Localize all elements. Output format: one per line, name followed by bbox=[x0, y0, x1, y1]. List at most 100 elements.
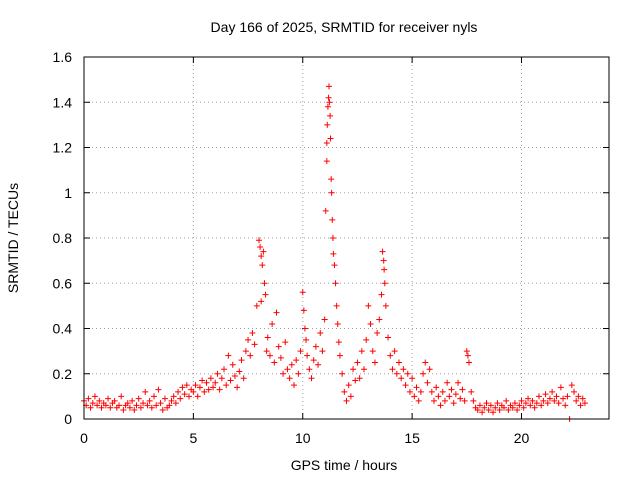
data-point bbox=[251, 341, 258, 348]
data-point bbox=[166, 402, 173, 409]
data-point bbox=[470, 397, 477, 404]
data-point bbox=[129, 397, 136, 404]
data-point bbox=[485, 406, 492, 413]
data-point bbox=[216, 386, 223, 393]
data-point bbox=[142, 388, 149, 395]
data-point bbox=[514, 406, 521, 413]
data-point bbox=[257, 244, 264, 251]
data-point bbox=[511, 400, 518, 407]
data-point bbox=[345, 382, 352, 389]
data-point bbox=[331, 262, 338, 269]
data-point bbox=[496, 406, 503, 413]
data-point bbox=[199, 377, 206, 384]
data-point bbox=[310, 357, 317, 364]
data-point bbox=[343, 397, 350, 404]
data-point bbox=[118, 393, 125, 400]
y-tick-label: 1 bbox=[64, 185, 72, 201]
data-point bbox=[303, 336, 310, 343]
data-point bbox=[304, 352, 311, 359]
data-point bbox=[126, 404, 133, 411]
data-point bbox=[96, 397, 103, 404]
y-tick-label: 0.8 bbox=[53, 230, 73, 246]
data-point bbox=[229, 361, 236, 368]
data-point bbox=[328, 189, 335, 196]
data-point bbox=[369, 348, 376, 355]
data-point bbox=[420, 370, 427, 377]
data-point bbox=[387, 352, 394, 359]
y-tick-label: 0.6 bbox=[53, 275, 73, 291]
data-point bbox=[466, 359, 472, 366]
data-point bbox=[181, 391, 188, 398]
data-point bbox=[327, 112, 334, 119]
x-tick-label: 15 bbox=[404, 430, 420, 446]
y-tick-label: 1.6 bbox=[53, 49, 73, 65]
data-point bbox=[334, 320, 341, 327]
data-point bbox=[564, 393, 571, 400]
data-point bbox=[140, 400, 147, 407]
data-point bbox=[365, 302, 372, 309]
x-axis-label: GPS time / hours bbox=[291, 457, 398, 473]
data-point bbox=[175, 388, 182, 395]
data-point bbox=[450, 400, 457, 407]
data-point bbox=[269, 320, 276, 327]
data-point bbox=[551, 397, 558, 404]
data-point bbox=[376, 316, 383, 323]
data-point bbox=[146, 397, 153, 404]
data-point bbox=[400, 366, 407, 373]
data-point bbox=[518, 397, 525, 404]
data-point bbox=[256, 237, 262, 244]
data-point bbox=[120, 406, 127, 413]
data-point bbox=[422, 359, 429, 366]
data-point bbox=[378, 291, 385, 298]
data-point bbox=[231, 373, 238, 380]
data-point bbox=[356, 375, 363, 382]
data-point bbox=[300, 307, 307, 314]
data-point bbox=[324, 121, 331, 128]
data-point bbox=[260, 248, 267, 255]
data-point bbox=[335, 339, 342, 346]
data-point bbox=[271, 359, 278, 366]
data-point bbox=[295, 370, 302, 377]
data-point bbox=[245, 336, 252, 343]
data-point bbox=[131, 406, 138, 413]
data-point bbox=[328, 176, 335, 183]
data-point bbox=[172, 400, 179, 407]
data-point bbox=[321, 316, 328, 323]
data-point bbox=[327, 135, 334, 142]
data-point bbox=[402, 382, 409, 389]
data-point bbox=[367, 320, 374, 327]
data-point bbox=[542, 391, 549, 398]
data-point bbox=[258, 298, 265, 305]
data-point bbox=[227, 377, 234, 384]
data-point bbox=[201, 388, 208, 395]
data-point bbox=[555, 400, 562, 407]
data-point bbox=[148, 404, 155, 411]
y-tick-label: 1.2 bbox=[53, 140, 73, 156]
data-point bbox=[354, 359, 361, 366]
data-point bbox=[135, 395, 142, 402]
data-point bbox=[284, 366, 291, 373]
data-point bbox=[352, 377, 359, 384]
data-point bbox=[380, 257, 387, 264]
data-point bbox=[105, 395, 112, 402]
x-tick-label: 10 bbox=[295, 430, 311, 446]
data-point bbox=[301, 325, 308, 332]
data-point bbox=[463, 348, 470, 355]
data-points bbox=[81, 83, 588, 422]
data-point bbox=[221, 366, 227, 373]
data-point bbox=[87, 404, 94, 411]
data-point bbox=[323, 158, 330, 165]
data-point bbox=[306, 366, 313, 373]
data-point bbox=[194, 393, 201, 400]
data-point bbox=[361, 366, 367, 373]
data-point bbox=[525, 395, 532, 402]
data-point bbox=[282, 339, 289, 346]
data-point bbox=[168, 397, 175, 404]
data-point bbox=[253, 302, 260, 309]
data-point bbox=[297, 348, 304, 355]
data-point bbox=[293, 357, 300, 364]
data-point bbox=[490, 409, 497, 416]
data-point bbox=[124, 400, 131, 407]
data-point bbox=[437, 402, 444, 409]
data-point bbox=[264, 334, 271, 341]
